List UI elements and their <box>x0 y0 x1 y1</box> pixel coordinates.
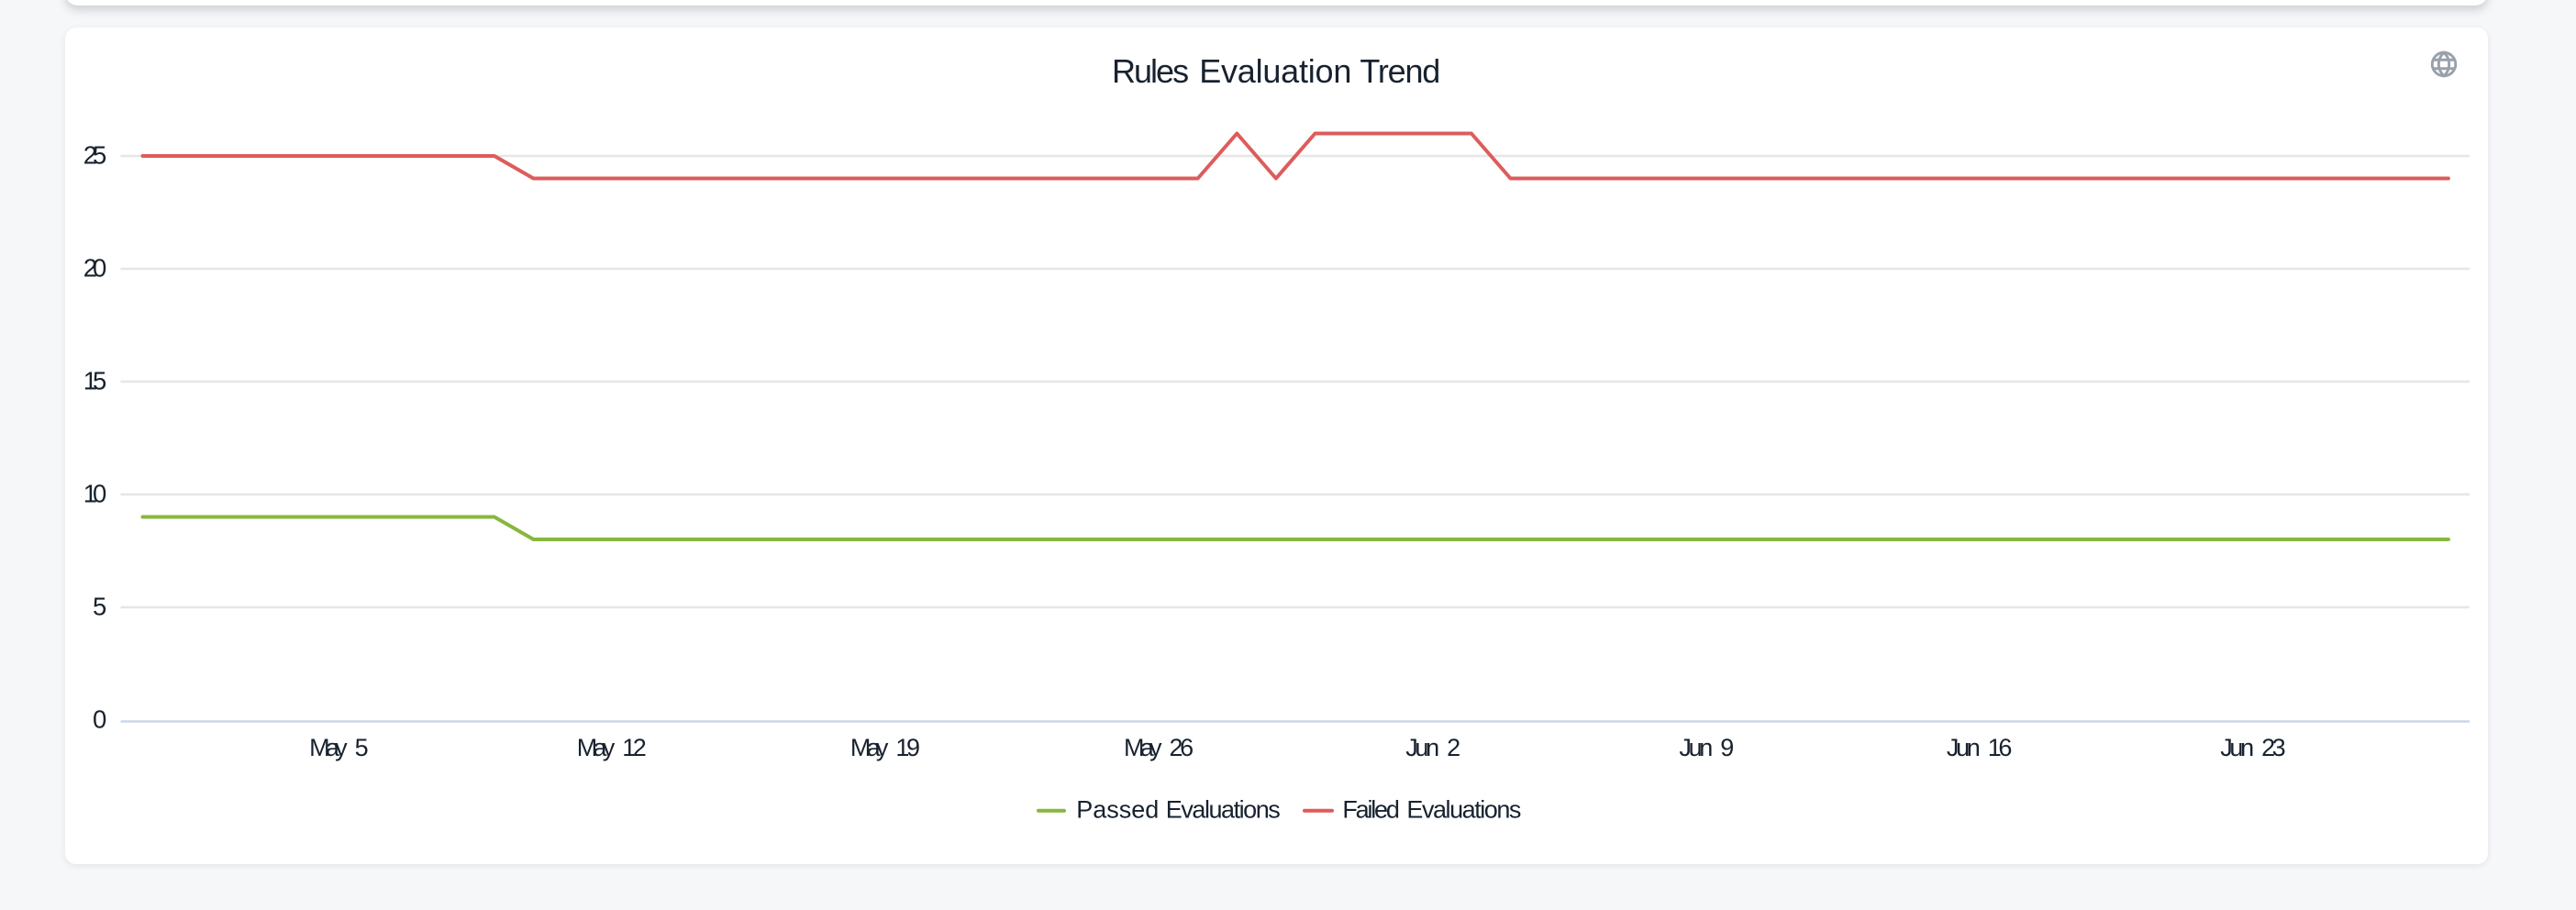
svg-text:Passed: Passed <box>1076 796 1159 824</box>
svg-text:Jun: Jun <box>1947 734 1981 761</box>
svg-text:May: May <box>1124 734 1162 761</box>
svg-text:9: 9 <box>1720 734 1734 761</box>
svg-text:12: 12 <box>622 734 647 761</box>
svg-text:May: May <box>850 734 889 761</box>
svg-text:5: 5 <box>355 734 369 761</box>
svg-text:Evaluations: Evaluations <box>1166 796 1281 824</box>
svg-text:0: 0 <box>93 705 106 734</box>
svg-text:Rules: Rules <box>1112 52 1189 90</box>
svg-text:May: May <box>577 734 616 761</box>
svg-text:Jun: Jun <box>1679 734 1713 761</box>
svg-text:Failed: Failed <box>1342 796 1400 824</box>
svg-text:2: 2 <box>1447 734 1460 761</box>
svg-text:Evaluations: Evaluations <box>1406 796 1521 824</box>
svg-text:Trend: Trend <box>1360 52 1440 90</box>
svg-text:Jun: Jun <box>1405 734 1439 761</box>
svg-text:25: 25 <box>83 141 107 170</box>
svg-text:15: 15 <box>83 367 107 395</box>
svg-text:20: 20 <box>83 254 107 283</box>
svg-text:Evaluation: Evaluation <box>1199 52 1351 90</box>
svg-text:5: 5 <box>93 593 106 621</box>
svg-text:23: 23 <box>2261 734 2286 761</box>
svg-text:10: 10 <box>83 480 107 508</box>
svg-text:16: 16 <box>1988 734 2013 761</box>
svg-text:26: 26 <box>1170 734 1194 761</box>
svg-text:May: May <box>309 734 348 761</box>
svg-text:19: 19 <box>895 734 920 761</box>
svg-text:Jun: Jun <box>2220 734 2254 761</box>
